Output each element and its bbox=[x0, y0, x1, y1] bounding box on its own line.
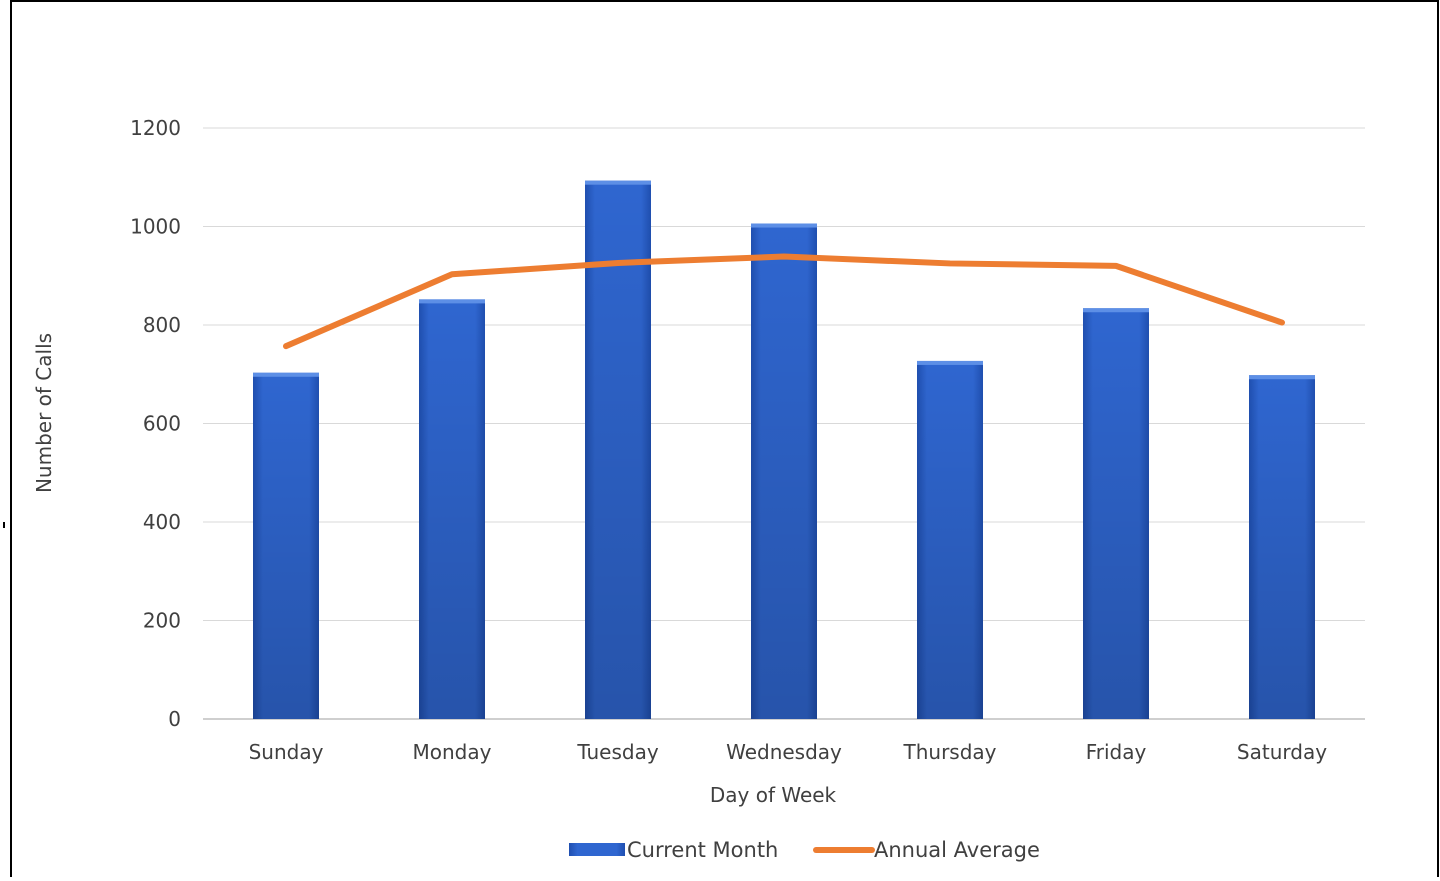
y-tick-label-800: 800 bbox=[143, 313, 181, 337]
bar-shade bbox=[1083, 308, 1149, 719]
bar-shade bbox=[419, 299, 485, 719]
bar-top-highlight bbox=[585, 180, 651, 185]
y-tick-label-400: 400 bbox=[143, 510, 181, 534]
bar-saturday bbox=[1249, 375, 1315, 719]
bar-wednesday bbox=[751, 223, 817, 720]
line-point-saturday bbox=[1281, 322, 1283, 324]
x-tick-label-tuesday: Tuesday bbox=[576, 740, 659, 764]
x-tick-label-wednesday: Wednesday bbox=[726, 740, 842, 764]
bar-shade bbox=[917, 360, 983, 719]
chart-border bbox=[10, 0, 1439, 881]
bar-shade bbox=[253, 372, 319, 719]
bar-tuesday bbox=[585, 180, 651, 719]
line-series bbox=[283, 253, 1285, 350]
bar-top-highlight bbox=[1249, 375, 1315, 380]
bar-thursday bbox=[917, 360, 983, 719]
bar-top-highlight bbox=[917, 360, 983, 365]
bar-shade bbox=[585, 180, 651, 719]
bar-sunday bbox=[253, 372, 319, 719]
x-axis-title: Day of Week bbox=[710, 783, 837, 807]
bar-top-highlight bbox=[253, 372, 319, 377]
line-point-tuesday bbox=[617, 262, 619, 264]
y-tick-label-1200: 1200 bbox=[130, 116, 181, 140]
legend-label-current-month: Current Month bbox=[627, 838, 778, 862]
x-tick-label-sunday: Sunday bbox=[249, 740, 324, 764]
bar-top-highlight bbox=[419, 299, 485, 304]
legend-label-annual-average: Annual Average bbox=[874, 838, 1040, 862]
x-tick-label-monday: Monday bbox=[413, 740, 492, 764]
y-tick-label-0: 0 bbox=[168, 707, 181, 731]
bar-series bbox=[253, 180, 1315, 720]
bar-top-highlight bbox=[1083, 308, 1149, 313]
legend: Current Month Annual Average bbox=[569, 838, 1040, 862]
x-axis-ticks: Sunday Monday Tuesday Wednesday Thursday Frid… bbox=[249, 740, 1328, 764]
line-point-monday bbox=[451, 273, 453, 275]
legend-swatch-bar bbox=[569, 843, 625, 856]
line-point-wednesday bbox=[783, 256, 785, 258]
line-point-sunday bbox=[285, 345, 287, 347]
legend-item-annual-average: Annual Average bbox=[813, 838, 1040, 862]
y-tick-label-600: 600 bbox=[143, 412, 181, 436]
bar-monday bbox=[419, 299, 485, 719]
line-point-friday bbox=[1115, 265, 1117, 267]
bar-shade bbox=[751, 223, 817, 720]
x-tick-label-thursday: Thursday bbox=[903, 740, 997, 764]
legend-item-current-month: Current Month bbox=[569, 838, 778, 862]
y-axis-ticks: 0 200 400 600 800 1000 1200 bbox=[130, 116, 181, 731]
bar-top-highlight bbox=[751, 223, 817, 228]
x-tick-label-saturday: Saturday bbox=[1237, 740, 1327, 764]
line-point-thursday bbox=[949, 262, 951, 264]
y-axis-title: Number of Calls bbox=[32, 333, 56, 493]
x-tick-label-friday: Friday bbox=[1086, 740, 1147, 764]
y-tick-label-200: 200 bbox=[143, 609, 181, 633]
bar-shade bbox=[1249, 375, 1315, 719]
bar-friday bbox=[1083, 308, 1149, 719]
y-tick-label-1000: 1000 bbox=[130, 215, 181, 239]
